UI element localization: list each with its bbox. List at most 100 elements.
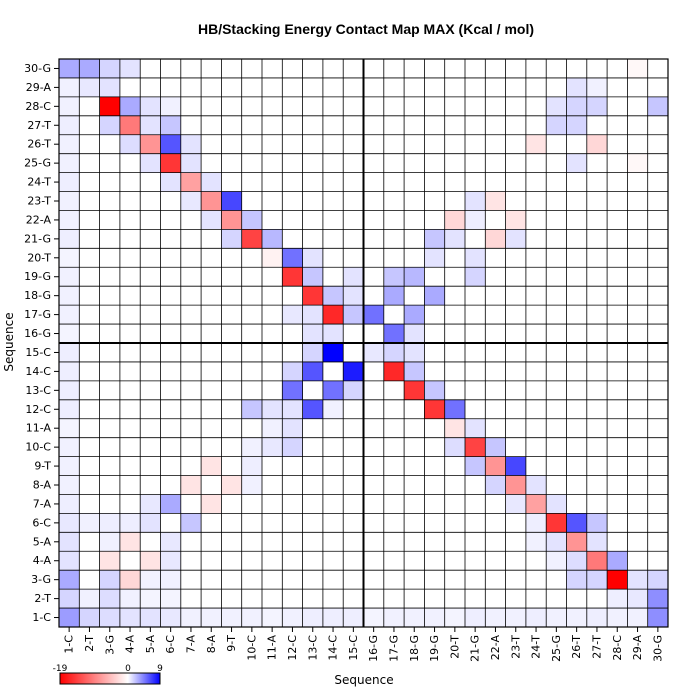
heatmap-cell: [465, 248, 486, 268]
x-tick-label: 15-C: [347, 635, 360, 661]
heatmap-cell: [180, 191, 202, 211]
heatmap-cell: [99, 589, 120, 609]
heatmap-cell: [59, 96, 80, 116]
heatmap-cell: [525, 134, 547, 154]
x-tick-label: 8-A: [205, 635, 218, 654]
heatmap-cell: [160, 115, 181, 135]
heatmap-cell: [404, 343, 425, 362]
heatmap-cell: [140, 570, 161, 590]
heatmap-cell: [221, 229, 242, 249]
heatmap-cell: [586, 551, 608, 571]
y-axis-label: Sequence: [2, 312, 16, 371]
heatmap-cell: [282, 418, 303, 438]
heatmap-cell: [383, 343, 405, 362]
heatmap-cell: [59, 77, 80, 97]
heatmap-cell: [59, 551, 80, 571]
heatmap-cell: [59, 172, 80, 192]
y-tick-label: 16-G: [24, 327, 51, 340]
heatmap-cell: [262, 608, 283, 627]
heatmap-cell: [140, 513, 161, 533]
heatmap-cell: [566, 115, 587, 135]
y-axis-ticks: 1-C 2-T 3-G 4-A 5-A 6-C 7-A 8-A 9-T 10-C 11-A 12-C 1…: [24, 62, 59, 624]
heatmap-cell: [343, 380, 364, 400]
heatmap-cell: [140, 115, 161, 135]
heatmap-cell: [404, 305, 425, 325]
heatmap-cell: [647, 608, 668, 627]
heatmap-cell: [59, 608, 80, 627]
heatmap-cell: [119, 513, 141, 533]
heatmap-cell: [241, 608, 262, 627]
x-axis-ticks: 1-C 2-T 3-G 4-A 5-A 6-C 7-A 8-A 9-T 10-C 11-A 12-C 1…: [63, 627, 664, 662]
x-tick-label: 6-C: [164, 635, 177, 654]
y-tick-label: 17-G: [24, 308, 51, 321]
y-tick-label: 22-A: [26, 213, 52, 226]
x-tick-label: 30-G: [651, 635, 664, 662]
heatmap-cell: [99, 96, 120, 116]
heatmap-cell: [160, 134, 181, 154]
x-tick-label: 9-T: [225, 635, 238, 652]
heatmap-cell: [505, 475, 526, 495]
heatmap-cell: [180, 475, 202, 495]
heatmap-cell: [79, 608, 100, 627]
heatmap-cell: [119, 96, 141, 116]
heatmap-cell: [363, 305, 384, 325]
heatmap-cell: [59, 248, 80, 268]
heatmap-cell: [302, 608, 323, 627]
heatmap-cell: [485, 475, 506, 495]
heatmap-cell: [221, 608, 242, 627]
heatmap-cell: [119, 532, 141, 552]
x-tick-label: 3-G: [103, 635, 116, 655]
y-tick-label: 29-A: [26, 81, 52, 94]
x-tick-label: 23-T: [509, 635, 522, 659]
heatmap-cell: [59, 475, 80, 495]
heatmap-cell: [282, 248, 303, 268]
heatmap-cell: [485, 608, 506, 627]
heatmap-cell: [525, 475, 547, 495]
colorbar-min-label: -19: [53, 664, 68, 674]
heatmap-cell: [586, 96, 608, 116]
heatmap-cell: [546, 551, 567, 571]
x-tick-label: 11-A: [266, 635, 279, 661]
heatmap-cell: [140, 551, 161, 571]
colorbar: [59, 672, 161, 685]
heatmap-cell: [322, 399, 344, 419]
heatmap-cell: [404, 324, 425, 343]
heatmap-cell: [241, 210, 262, 230]
x-tick-label: 13-C: [306, 635, 319, 661]
heatmap-cell: [363, 343, 384, 362]
y-tick-label: 21-G: [24, 232, 51, 245]
heatmap-cell: [201, 608, 222, 627]
heatmap-cell: [322, 305, 344, 325]
heatmap-cell: [59, 59, 80, 78]
heatmap-cell: [485, 456, 506, 476]
x-tick-label: 16-G: [367, 635, 380, 662]
heatmap-cell: [180, 172, 202, 192]
heatmap-cell: [627, 608, 648, 627]
heatmap-cell: [444, 210, 465, 230]
heatmap-cell: [383, 608, 405, 627]
heatmap-cell: [343, 267, 364, 287]
heatmap-cell: [647, 570, 668, 590]
heatmap-cell: [607, 589, 628, 609]
heatmap-cell: [586, 570, 608, 590]
heatmap-cell: [59, 153, 80, 173]
heatmap-cell: [302, 267, 323, 287]
heatmap-cell: [566, 551, 587, 571]
heatmap-cell: [180, 513, 202, 533]
y-tick-label: 25-G: [24, 157, 51, 170]
heatmap-cell: [59, 210, 80, 230]
heatmap-cell: [160, 570, 181, 590]
heatmap-cell: [465, 418, 486, 438]
heatmap-cell: [99, 115, 120, 135]
heatmap-cell: [424, 229, 445, 249]
y-tick-label: 23-T: [27, 195, 51, 208]
heatmap-cell: [99, 570, 120, 590]
x-tick-label: 17-G: [387, 635, 400, 662]
x-tick-label: 1-C: [63, 635, 76, 654]
heatmap-cell: [99, 532, 120, 552]
heatmap-cell: [160, 608, 181, 627]
heatmap-cell: [282, 361, 303, 381]
heatmap-cell: [647, 589, 668, 609]
heatmap-cell: [586, 77, 608, 97]
heatmap-cell: [383, 361, 405, 381]
